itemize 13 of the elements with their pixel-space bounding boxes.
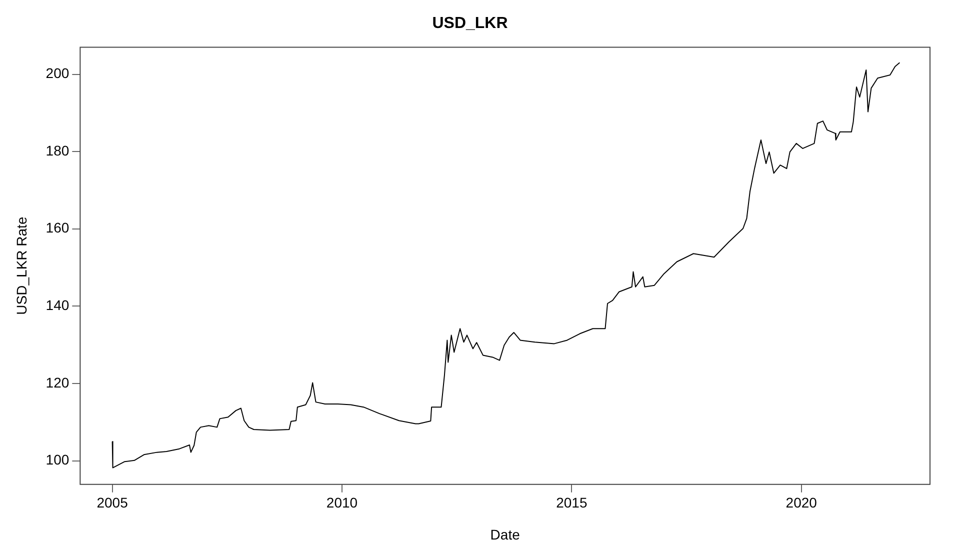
- x-tick-label: 2015: [556, 494, 588, 511]
- y-axis-title: USD_LKR Rate: [13, 216, 30, 315]
- y-tick-label: 140: [46, 297, 70, 314]
- y-tick-label: 200: [46, 65, 70, 82]
- chart-title: USD_LKR: [432, 15, 508, 32]
- x-tick-label: 2010: [326, 494, 358, 511]
- y-tick-label: 120: [46, 374, 70, 390]
- x-axis-title: Date: [490, 526, 520, 542]
- x-tick-label: 2020: [786, 494, 818, 511]
- y-tick-label: 160: [46, 220, 70, 236]
- x-tick-label: 2005: [96, 494, 128, 511]
- y-tick-label: 100: [46, 452, 70, 468]
- y-tick-label: 180: [46, 142, 70, 158]
